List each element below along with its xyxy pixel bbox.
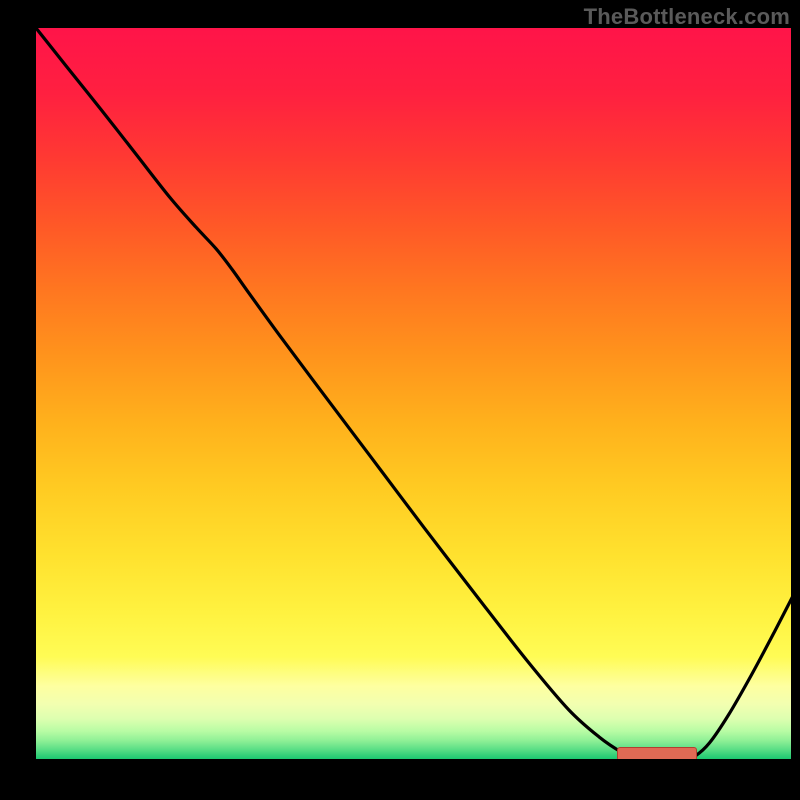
curve-path [36, 28, 794, 762]
watermark-text: TheBottleneck.com [584, 4, 790, 30]
plot-frame [33, 25, 794, 762]
bottleneck-curve [36, 28, 794, 762]
optimum-marker [617, 747, 696, 760]
plot-inner [36, 28, 791, 759]
canvas: TheBottleneck.com [0, 0, 800, 800]
